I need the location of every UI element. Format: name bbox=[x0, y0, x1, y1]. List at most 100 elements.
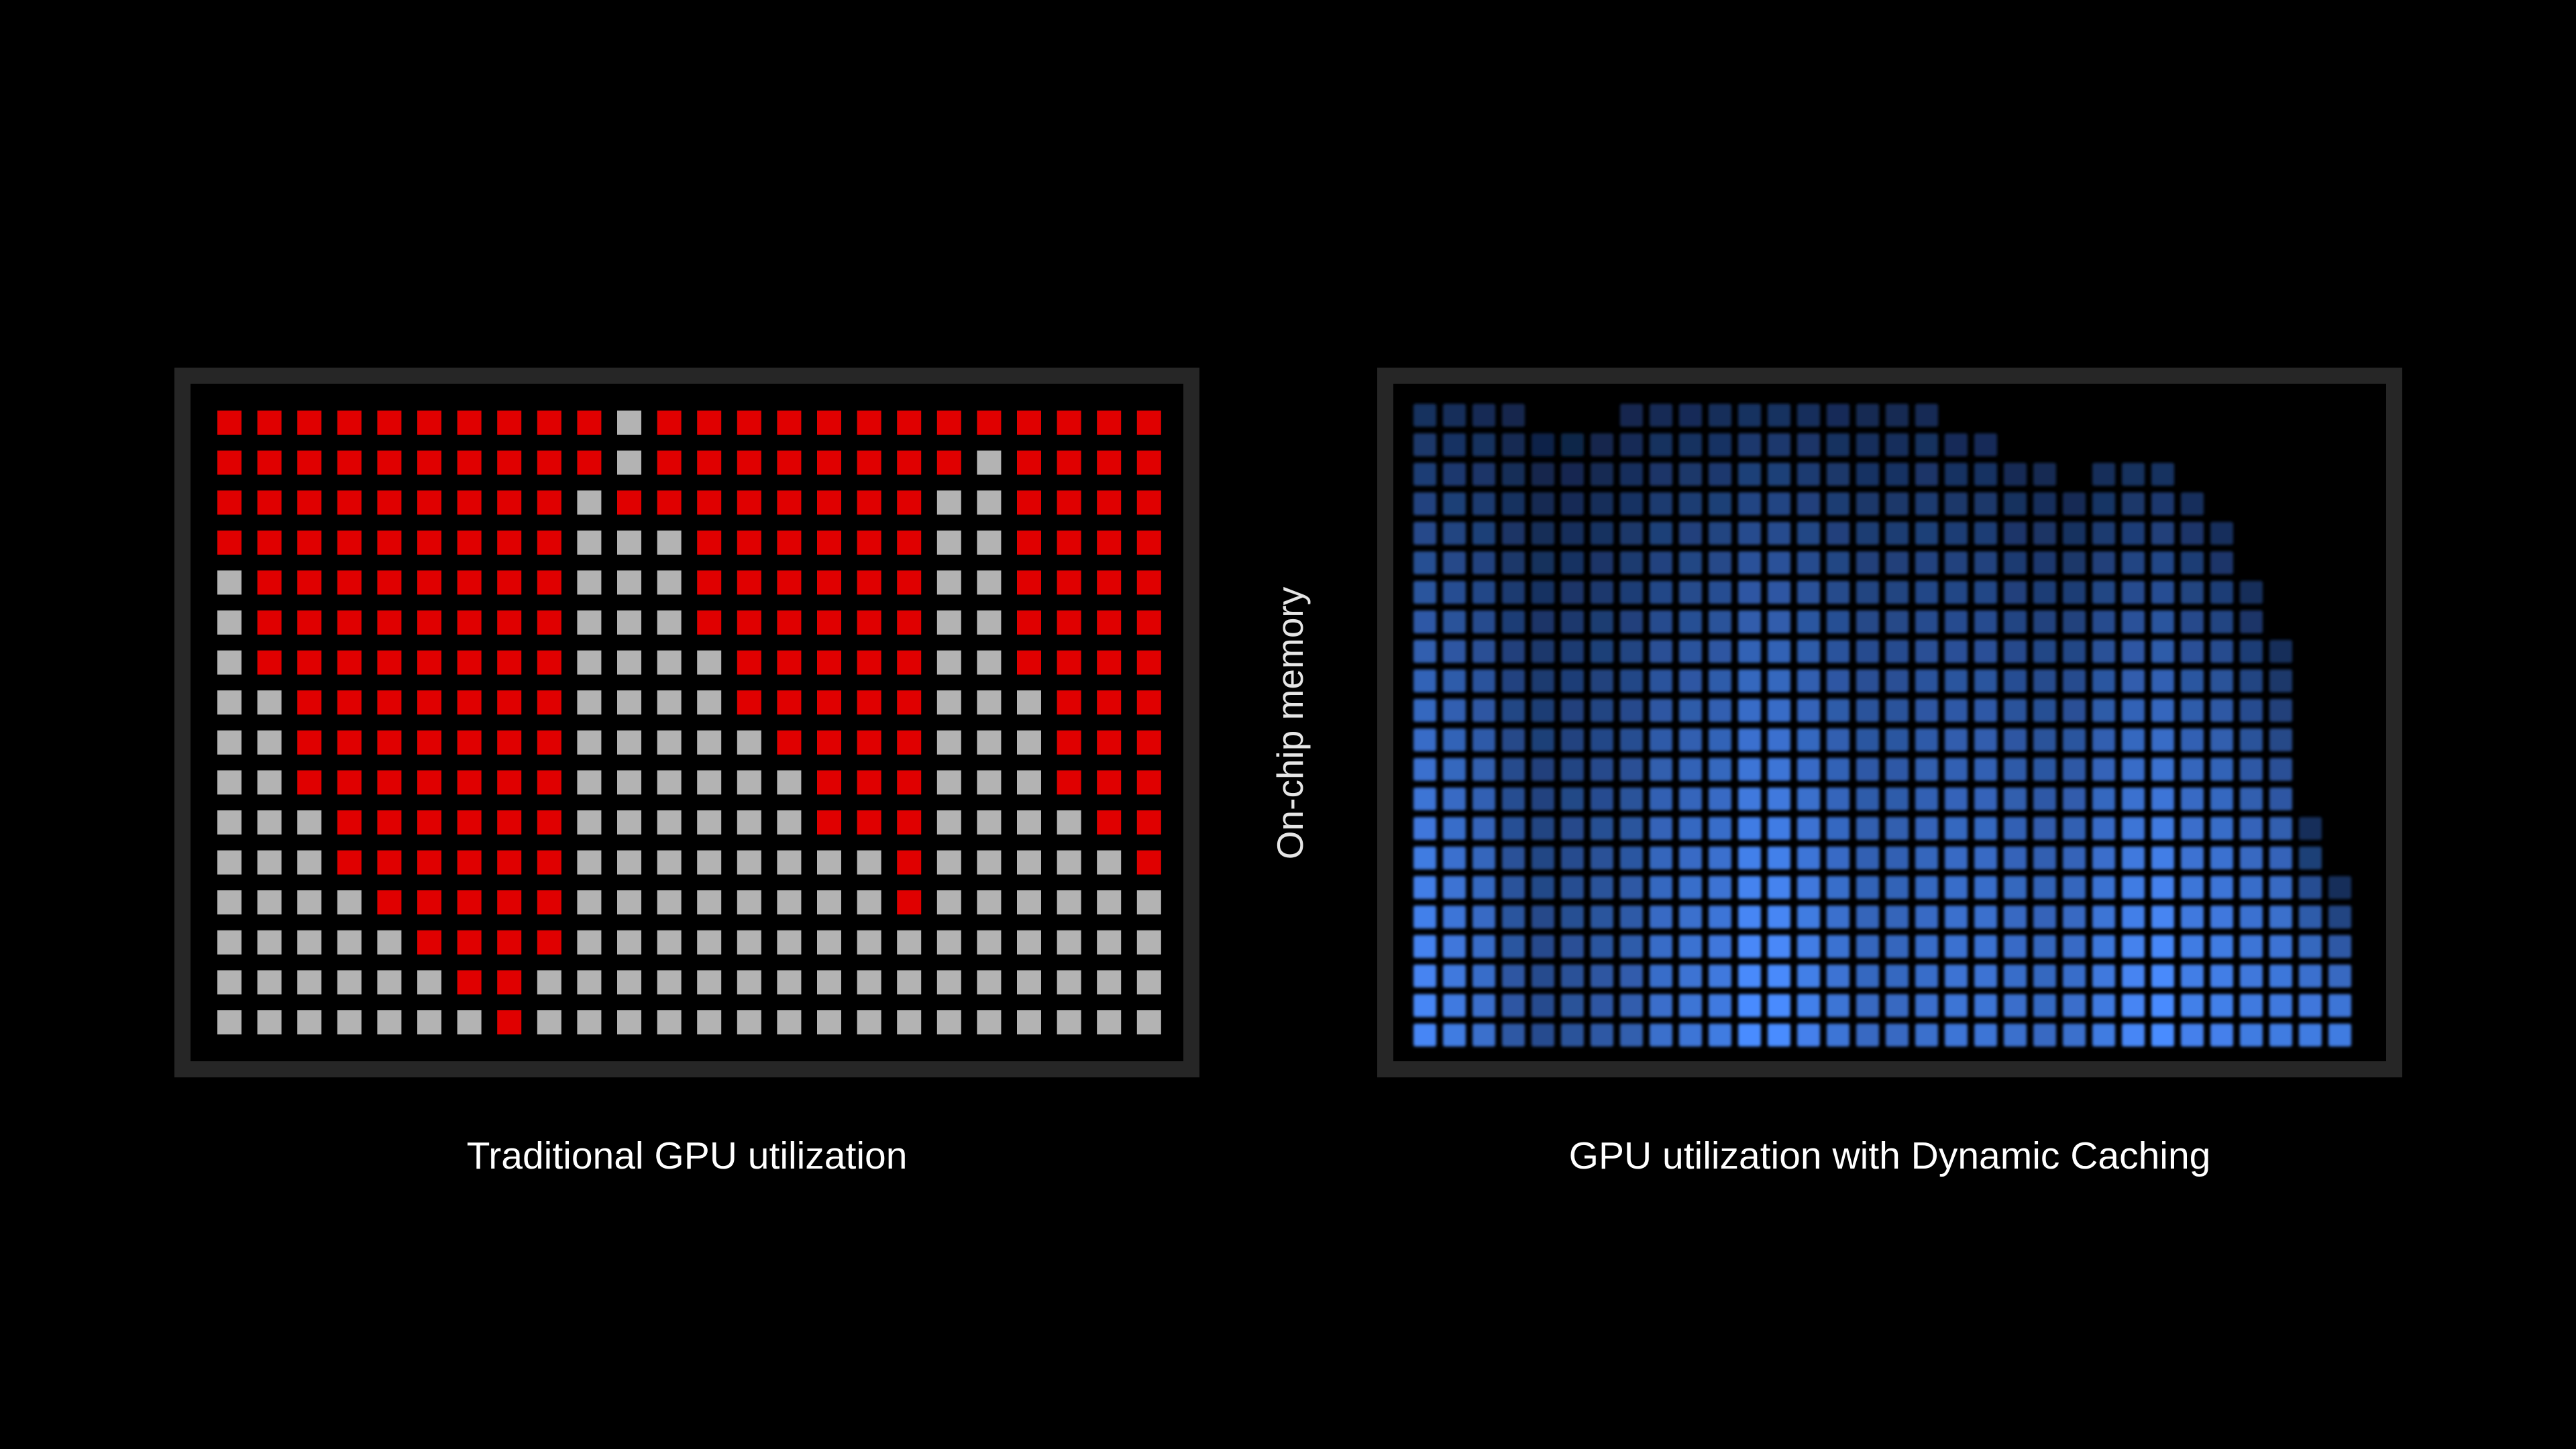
used-memory-cell bbox=[936, 450, 961, 475]
cached-memory-cell bbox=[2092, 817, 2115, 840]
used-memory-cell bbox=[457, 930, 482, 955]
cached-memory-cell bbox=[2122, 817, 2145, 840]
used-memory-cell bbox=[457, 610, 482, 635]
cached-memory-cell bbox=[2269, 758, 2292, 781]
used-memory-cell bbox=[497, 730, 522, 755]
cached-memory-cell bbox=[1679, 935, 1702, 958]
used-memory-cell bbox=[1057, 650, 1081, 675]
cached-memory-cell bbox=[1738, 906, 1761, 928]
used-memory-cell bbox=[737, 450, 761, 475]
cached-memory-cell bbox=[1797, 758, 1820, 781]
cached-memory-cell bbox=[2033, 669, 2056, 692]
cached-memory-cell bbox=[1443, 876, 1466, 899]
used-memory-cell bbox=[857, 490, 881, 515]
cached-memory-cell bbox=[2122, 935, 2145, 958]
cached-memory-cell bbox=[1650, 699, 1672, 722]
cached-memory-cell bbox=[2181, 935, 2204, 958]
cached-memory-cell bbox=[1413, 758, 1436, 781]
cached-memory-cell bbox=[1945, 581, 1968, 604]
unused-memory-cell bbox=[1017, 930, 1041, 955]
used-memory-cell bbox=[777, 570, 802, 595]
cached-memory-cell bbox=[1738, 669, 1761, 692]
used-memory-cell bbox=[857, 770, 881, 795]
cached-memory-cell bbox=[2240, 1024, 2263, 1046]
cached-memory-cell bbox=[1915, 551, 1938, 574]
unused-memory-cell bbox=[577, 970, 602, 995]
unused-memory-cell bbox=[577, 730, 602, 755]
cached-memory-cell bbox=[2092, 610, 2115, 633]
unused-memory-cell bbox=[657, 770, 682, 795]
cached-memory-cell bbox=[1709, 551, 1731, 574]
cached-memory-cell bbox=[1561, 965, 1584, 987]
cached-memory-cell bbox=[1709, 610, 1731, 633]
used-memory-cell bbox=[457, 810, 482, 835]
used-memory-cell bbox=[737, 490, 761, 515]
cached-memory-cell bbox=[1915, 433, 1938, 456]
used-memory-cell bbox=[297, 530, 322, 555]
cached-memory-cell bbox=[2063, 965, 2086, 987]
cached-memory-cell bbox=[1561, 610, 1584, 633]
cached-memory-cell bbox=[1591, 847, 1613, 869]
cached-memory-cell bbox=[2210, 965, 2233, 987]
cached-memory-cell bbox=[2004, 847, 2027, 869]
cached-memory-cell bbox=[2092, 640, 2115, 663]
unused-memory-cell bbox=[377, 930, 402, 955]
cached-memory-cell bbox=[2328, 1024, 2351, 1046]
cached-memory-cell bbox=[1472, 876, 1495, 899]
unused-memory-cell bbox=[577, 690, 602, 715]
cached-memory-cell bbox=[1709, 581, 1731, 604]
cached-memory-cell bbox=[1532, 876, 1554, 899]
cached-memory-cell bbox=[1413, 876, 1436, 899]
unused-memory-cell bbox=[977, 730, 1002, 755]
cached-memory-cell bbox=[1738, 935, 1761, 958]
cached-memory-cell bbox=[1650, 847, 1672, 869]
cached-memory-cell bbox=[2328, 935, 2351, 958]
cached-memory-cell bbox=[1502, 522, 1525, 545]
cached-memory-cell bbox=[2210, 1024, 2233, 1046]
cached-memory-cell bbox=[1945, 492, 1968, 515]
used-memory-cell bbox=[377, 890, 402, 915]
cached-memory-cell bbox=[2033, 551, 2056, 574]
unused-memory-cell bbox=[257, 810, 282, 835]
used-memory-cell bbox=[1057, 770, 1081, 795]
used-memory-cell bbox=[497, 450, 522, 475]
unused-memory-cell bbox=[617, 570, 641, 595]
cached-memory-cell bbox=[1413, 1024, 1436, 1046]
used-memory-cell bbox=[497, 970, 522, 995]
cached-memory-cell bbox=[1532, 522, 1554, 545]
unused-memory-cell bbox=[577, 890, 602, 915]
unused-memory-cell bbox=[617, 411, 641, 435]
cached-memory-cell bbox=[2004, 935, 2027, 958]
cached-memory-cell bbox=[1443, 935, 1466, 958]
used-memory-cell bbox=[537, 570, 561, 595]
cached-memory-cell bbox=[2122, 1024, 2145, 1046]
cached-memory-cell bbox=[1738, 404, 1761, 427]
cached-memory-cell bbox=[1768, 729, 1790, 751]
cached-memory-cell bbox=[1650, 581, 1672, 604]
cached-memory-cell bbox=[2063, 847, 2086, 869]
cached-memory-cell bbox=[1472, 729, 1495, 751]
cached-memory-cell bbox=[1532, 433, 1554, 456]
cached-memory-cell bbox=[1472, 610, 1495, 633]
unused-memory-cell bbox=[977, 570, 1002, 595]
unused-memory-cell bbox=[377, 970, 402, 995]
cached-memory-cell bbox=[1679, 463, 1702, 486]
traditional-memory-panel bbox=[174, 368, 1199, 1077]
used-memory-cell bbox=[737, 530, 761, 555]
cached-memory-cell bbox=[1797, 581, 1820, 604]
used-memory-cell bbox=[697, 530, 722, 555]
used-memory-cell bbox=[697, 610, 722, 635]
unused-memory-cell bbox=[1057, 930, 1081, 955]
cached-memory-cell bbox=[1886, 1024, 1909, 1046]
cached-memory-cell bbox=[1797, 551, 1820, 574]
cached-memory-cell bbox=[1650, 906, 1672, 928]
unused-memory-cell bbox=[817, 1010, 841, 1034]
cached-memory-cell bbox=[1650, 965, 1672, 987]
cached-memory-cell bbox=[2151, 581, 2174, 604]
used-memory-cell bbox=[417, 411, 441, 435]
unused-memory-cell bbox=[777, 850, 802, 875]
cached-memory-cell bbox=[2210, 817, 2233, 840]
used-memory-cell bbox=[817, 770, 841, 795]
cached-memory-cell bbox=[1413, 492, 1436, 515]
cached-memory-cell bbox=[2181, 522, 2204, 545]
